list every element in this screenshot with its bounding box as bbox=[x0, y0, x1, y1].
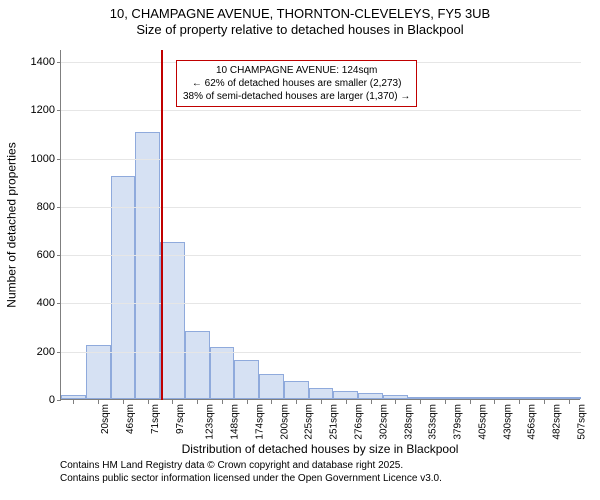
attribution-line-1: Contains HM Land Registry data © Crown c… bbox=[60, 460, 442, 473]
bar bbox=[358, 393, 383, 399]
x-tick bbox=[371, 400, 372, 404]
gridline bbox=[61, 352, 581, 353]
gridline bbox=[61, 255, 581, 256]
y-tick-label: 800 bbox=[15, 201, 55, 213]
x-tick-label: 328sqm bbox=[403, 404, 414, 440]
callout-line: 10 CHAMPAGNE AVENUE: 124sqm bbox=[183, 64, 410, 77]
y-tick bbox=[57, 110, 61, 111]
title-line-2: Size of property relative to detached ho… bbox=[0, 22, 600, 38]
bar bbox=[160, 242, 185, 399]
bar bbox=[185, 331, 210, 399]
bar bbox=[309, 388, 334, 399]
x-tick bbox=[420, 400, 421, 404]
x-tick bbox=[296, 400, 297, 404]
y-tick-label: 600 bbox=[15, 249, 55, 261]
x-tick bbox=[271, 400, 272, 404]
x-tick bbox=[470, 400, 471, 404]
gridline bbox=[61, 110, 581, 111]
x-tick-label: 97sqm bbox=[175, 404, 186, 434]
bar bbox=[482, 397, 507, 399]
x-tick bbox=[123, 400, 124, 404]
x-tick-label: 46sqm bbox=[125, 404, 136, 434]
x-tick bbox=[544, 400, 545, 404]
x-tick-label: 379sqm bbox=[453, 404, 464, 440]
attribution-line-2: Contains public sector information licen… bbox=[60, 473, 442, 486]
x-tick-label: 174sqm bbox=[255, 404, 266, 440]
y-tick-label: 1200 bbox=[15, 104, 55, 116]
bar bbox=[234, 360, 259, 399]
y-tick bbox=[57, 207, 61, 208]
y-tick-label: 400 bbox=[15, 297, 55, 309]
x-tick-label: 353sqm bbox=[428, 404, 439, 440]
bar bbox=[531, 397, 556, 399]
bar bbox=[432, 397, 457, 399]
x-tick bbox=[197, 400, 198, 404]
x-tick bbox=[172, 400, 173, 404]
x-tick bbox=[222, 400, 223, 404]
x-axis-label: Distribution of detached houses by size … bbox=[60, 442, 580, 456]
x-tick bbox=[519, 400, 520, 404]
x-tick-label: 200sqm bbox=[279, 404, 290, 440]
x-tick bbox=[445, 400, 446, 404]
x-tick bbox=[395, 400, 396, 404]
y-tick bbox=[57, 400, 61, 401]
x-tick bbox=[569, 400, 570, 404]
callout-box: 10 CHAMPAGNE AVENUE: 124sqm← 62% of deta… bbox=[176, 60, 417, 107]
bar bbox=[556, 397, 581, 399]
bar bbox=[86, 345, 111, 399]
bar bbox=[111, 176, 136, 399]
x-tick-label: 225sqm bbox=[304, 404, 315, 440]
x-tick bbox=[247, 400, 248, 404]
x-tick-label: 276sqm bbox=[354, 404, 365, 440]
y-tick-label: 0 bbox=[15, 394, 55, 406]
chart-title: 10, CHAMPAGNE AVENUE, THORNTON-CLEVELEYS… bbox=[0, 6, 600, 39]
y-tick-label: 1000 bbox=[15, 153, 55, 165]
bar bbox=[383, 395, 408, 399]
bar bbox=[61, 395, 86, 399]
bar bbox=[210, 347, 235, 399]
y-tick bbox=[57, 352, 61, 353]
y-tick bbox=[57, 255, 61, 256]
x-tick bbox=[98, 400, 99, 404]
x-tick-label: 251sqm bbox=[329, 404, 340, 440]
attribution: Contains HM Land Registry data © Crown c… bbox=[60, 460, 442, 485]
marker-line bbox=[161, 50, 163, 400]
bar bbox=[333, 391, 358, 399]
callout-line: ← 62% of detached houses are smaller (2,… bbox=[183, 77, 410, 90]
bar bbox=[408, 397, 433, 399]
x-tick-label: 71sqm bbox=[150, 404, 161, 434]
bar bbox=[135, 132, 160, 399]
x-tick bbox=[148, 400, 149, 404]
x-tick-label: 507sqm bbox=[576, 404, 587, 440]
x-tick bbox=[346, 400, 347, 404]
x-tick-label: 20sqm bbox=[100, 404, 111, 434]
x-tick-label: 430sqm bbox=[502, 404, 513, 440]
gridline bbox=[61, 159, 581, 160]
x-tick-label: 302sqm bbox=[378, 404, 389, 440]
bar bbox=[284, 381, 309, 399]
x-tick bbox=[494, 400, 495, 404]
y-tick bbox=[57, 159, 61, 160]
y-tick bbox=[57, 303, 61, 304]
x-tick bbox=[73, 400, 74, 404]
chart-container: 10, CHAMPAGNE AVENUE, THORNTON-CLEVELEYS… bbox=[0, 0, 600, 500]
gridline bbox=[61, 207, 581, 208]
y-tick bbox=[57, 62, 61, 63]
x-tick-label: 482sqm bbox=[552, 404, 563, 440]
y-tick-label: 200 bbox=[15, 346, 55, 358]
bar bbox=[507, 397, 532, 399]
x-tick-label: 405sqm bbox=[477, 404, 488, 440]
bar bbox=[457, 397, 482, 399]
title-line-1: 10, CHAMPAGNE AVENUE, THORNTON-CLEVELEYS… bbox=[0, 6, 600, 22]
x-tick-label: 148sqm bbox=[230, 404, 241, 440]
x-tick-label: 123sqm bbox=[205, 404, 216, 440]
x-tick-label: 456sqm bbox=[527, 404, 538, 440]
gridline bbox=[61, 303, 581, 304]
x-tick bbox=[321, 400, 322, 404]
plot-area: 020040060080010001200140020sqm46sqm71sqm… bbox=[60, 50, 580, 400]
y-tick-label: 1400 bbox=[15, 56, 55, 68]
bar bbox=[259, 374, 284, 399]
callout-line: 38% of semi-detached houses are larger (… bbox=[183, 90, 410, 103]
